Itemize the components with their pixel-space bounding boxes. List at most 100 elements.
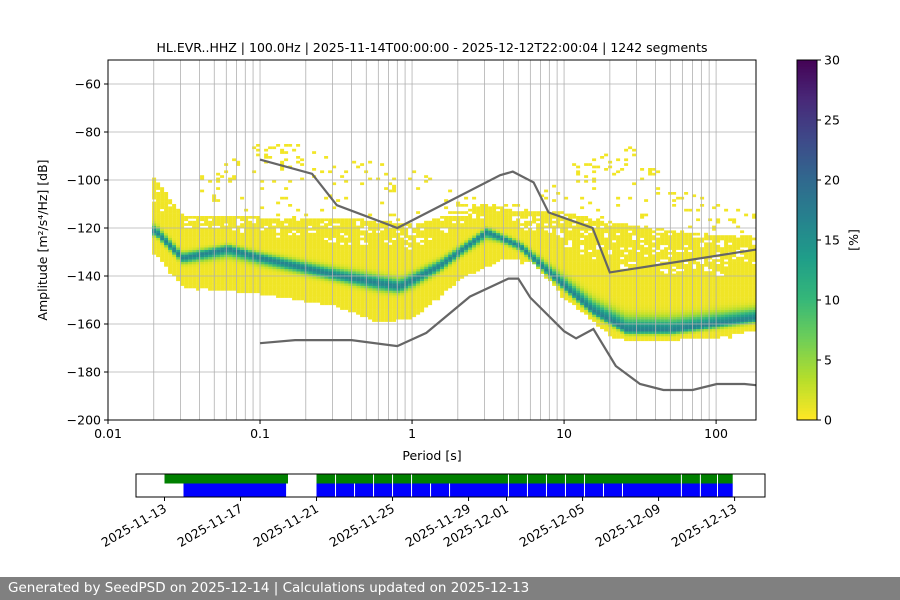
psd-cell bbox=[576, 216, 581, 219]
psd-cell bbox=[384, 292, 389, 296]
psd-cell bbox=[348, 309, 353, 313]
psd-cell bbox=[480, 264, 485, 267]
psd-cell bbox=[184, 249, 189, 253]
psd-cell bbox=[340, 247, 345, 250]
psd-cell bbox=[424, 242, 429, 246]
psd-cell bbox=[584, 240, 589, 243]
psd-cell bbox=[168, 252, 173, 255]
psd-cell bbox=[620, 254, 625, 258]
psd-cell bbox=[348, 295, 353, 298]
psd-cell bbox=[172, 259, 177, 262]
psd-cell bbox=[256, 273, 261, 277]
psd-cell bbox=[696, 333, 701, 337]
psd-cell bbox=[656, 187, 661, 190]
psd-cell bbox=[428, 242, 433, 246]
psd-cell bbox=[640, 328, 645, 332]
psd-cell bbox=[556, 235, 561, 238]
psd-cell bbox=[336, 268, 341, 272]
psd-cell bbox=[352, 237, 357, 241]
psd-cell bbox=[368, 304, 373, 308]
psd-cell bbox=[460, 223, 465, 226]
psd-cell bbox=[320, 276, 325, 279]
psd-cell bbox=[200, 264, 205, 267]
psd-cell bbox=[416, 290, 421, 294]
psd-cell bbox=[308, 256, 313, 260]
psd-cell bbox=[628, 285, 633, 289]
psd-cell bbox=[600, 283, 605, 286]
psd-cell bbox=[404, 242, 409, 246]
psd-cell bbox=[260, 259, 265, 262]
psd-cell bbox=[380, 295, 385, 298]
psd-cell bbox=[600, 240, 605, 243]
psd-cell bbox=[428, 244, 433, 248]
psd-cell bbox=[416, 225, 421, 229]
psd-cell bbox=[360, 232, 365, 236]
psd-cell bbox=[276, 256, 281, 260]
psd-cell bbox=[652, 235, 657, 238]
psd-cell bbox=[388, 254, 393, 258]
psd-cell bbox=[288, 292, 293, 296]
psd-cell bbox=[252, 242, 257, 246]
psd-cell bbox=[464, 249, 469, 253]
psd-cell bbox=[284, 266, 289, 270]
psd-cell bbox=[200, 285, 205, 289]
psd-cell bbox=[664, 254, 669, 258]
psd-cell bbox=[284, 254, 289, 258]
psd-cell bbox=[192, 216, 197, 219]
psd-cell bbox=[188, 249, 193, 253]
psd-cell bbox=[556, 266, 561, 270]
psd-cell bbox=[252, 268, 257, 272]
psd-cell bbox=[492, 237, 497, 241]
psd-cell bbox=[260, 278, 265, 282]
psd-cell bbox=[216, 228, 221, 231]
psd-cell bbox=[208, 223, 213, 226]
psd-cell bbox=[324, 156, 329, 159]
psd-cell bbox=[408, 264, 413, 267]
psd-cell bbox=[280, 261, 285, 265]
psd-cell bbox=[540, 228, 545, 231]
psd-cell bbox=[692, 304, 697, 308]
psd-cell bbox=[276, 261, 281, 265]
psd-cell bbox=[604, 266, 609, 270]
psd-cell bbox=[344, 292, 349, 296]
psd-cell bbox=[696, 312, 701, 315]
psd-cell bbox=[592, 247, 597, 250]
psd-cell bbox=[432, 271, 437, 274]
psd-cell bbox=[356, 266, 361, 270]
psd-cell bbox=[336, 199, 341, 202]
psd-cell bbox=[244, 256, 249, 260]
psd-cell bbox=[172, 254, 177, 258]
psd-cell bbox=[428, 273, 433, 277]
psd-cell bbox=[260, 206, 265, 210]
psd-cell bbox=[428, 278, 433, 282]
psd-cell bbox=[396, 249, 401, 253]
psd-cell bbox=[612, 259, 617, 262]
psd-cell bbox=[476, 256, 481, 260]
psd-cell bbox=[484, 206, 489, 210]
psd-cell bbox=[228, 235, 233, 238]
psd-cell bbox=[588, 228, 593, 231]
psd-cell bbox=[200, 261, 205, 265]
psd-cell bbox=[576, 292, 581, 296]
psd-cell bbox=[280, 254, 285, 258]
psd-cell bbox=[360, 268, 365, 272]
psd-cell bbox=[704, 331, 709, 334]
psd-cell bbox=[552, 268, 557, 272]
psd-cell bbox=[388, 271, 393, 274]
psd-cell bbox=[232, 220, 237, 224]
psd-cell bbox=[196, 285, 201, 289]
psd-cell bbox=[352, 266, 357, 270]
psd-cell bbox=[704, 276, 709, 279]
psd-cell bbox=[476, 206, 481, 210]
psd-cell bbox=[692, 285, 697, 289]
psd-cell bbox=[396, 252, 401, 255]
psd-cell bbox=[712, 264, 717, 267]
psd-cell bbox=[648, 230, 653, 234]
psd-cell bbox=[192, 252, 197, 255]
psd-cell bbox=[200, 271, 205, 274]
psd-cell bbox=[372, 278, 377, 282]
psd-cell bbox=[700, 252, 705, 255]
psd-cell bbox=[424, 180, 429, 183]
psd-cell bbox=[356, 278, 361, 282]
psd-cell bbox=[540, 268, 545, 272]
